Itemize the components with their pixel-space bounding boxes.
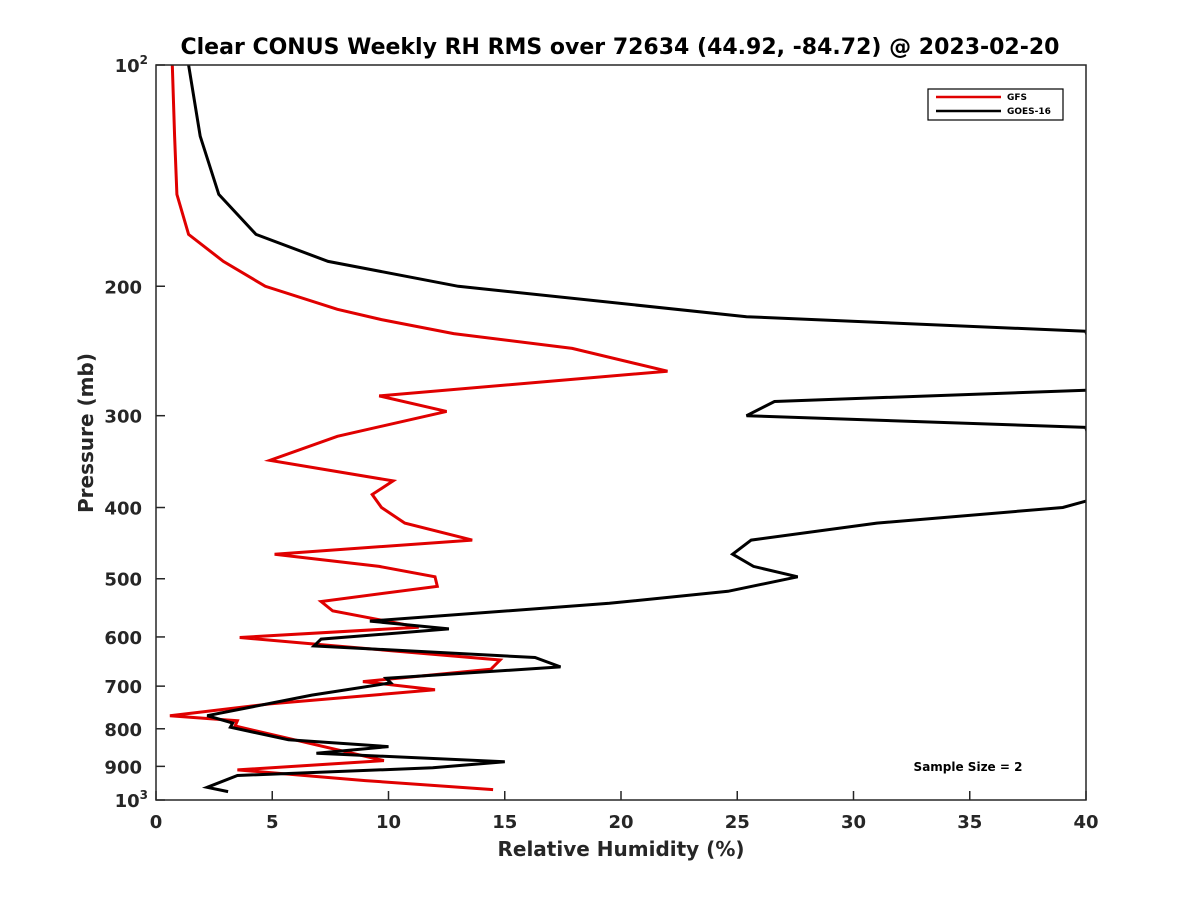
y-tick-label: 800 [104,720,142,741]
x-tick-label: 20 [608,812,633,833]
ticks-layer: 0 5 10 15 20 25 30 35 40102200300400500600700800… [104,53,1098,833]
y-tick-label: 600 [104,628,142,649]
legend-label-goes16: GOES-16 [1007,107,1051,117]
x-axis-label: Relative Humidity (%) [497,837,744,861]
y-tick-label-base: 10 [115,56,140,77]
sample-size-annotation: Sample Size = 2 [914,760,1023,774]
legend: GFS GOES-16 [927,88,1064,121]
x-tick-label: 5 [266,812,279,833]
y-tick-label: 900 [104,757,142,778]
series-line-goes-16 [187,65,1086,794]
y-tick-label: 103 [115,788,148,812]
x-tick-label: 40 [1073,812,1098,833]
x-tick-label: 30 [841,812,866,833]
y-tick-label: 400 [104,499,142,520]
y-tick-label: 102 [115,53,148,77]
series-layer [169,65,1086,794]
y-axis-label: Pressure (mb) [74,353,98,513]
x-tick-label: 10 [376,812,401,833]
y-tick-label-base: 10 [115,791,140,812]
y-tick-label: 700 [104,677,142,698]
y-tick-label-exponent: 2 [140,53,148,67]
y-tick-label: 300 [104,407,142,428]
x-tick-label: 15 [492,812,517,833]
x-tick-label: 25 [725,812,750,833]
chart-title: Clear CONUS Weekly RH RMS over 72634 (44… [181,35,1060,60]
series-line-gfs [169,65,668,792]
y-tick-label: 200 [104,277,142,298]
y-tick-label-exponent: 3 [140,788,148,802]
legend-label-gfs: GFS [1007,93,1027,103]
legend-box [927,88,1064,121]
x-tick-label: 0 [150,812,163,833]
y-tick-label: 500 [104,570,142,591]
x-tick-label: 35 [957,812,982,833]
